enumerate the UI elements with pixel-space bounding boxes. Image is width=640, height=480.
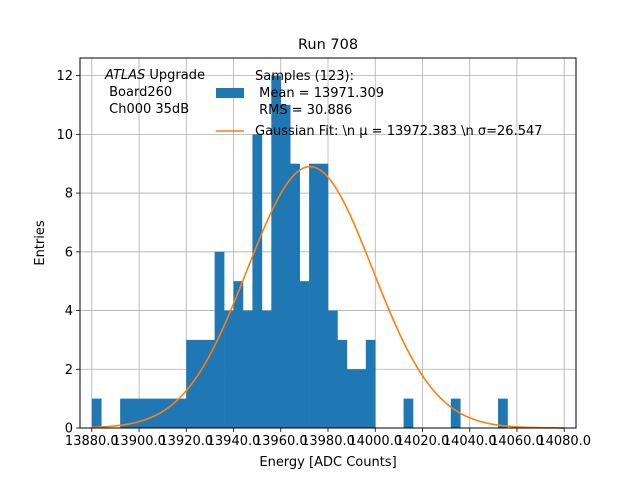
x-tick-label: 13960.0	[254, 434, 308, 449]
histogram-bar	[129, 398, 140, 428]
x-tick-label: 13900.0	[112, 434, 166, 449]
y-tick-label: 2	[65, 363, 73, 378]
histogram-bar	[167, 398, 178, 428]
histogram-bar	[290, 163, 300, 428]
histogram-bar	[157, 398, 168, 428]
histogram-bar	[328, 310, 338, 428]
legend-hist-label-1: Samples (123):	[255, 69, 354, 84]
histogram-bar	[252, 134, 263, 428]
histogram-bar	[176, 398, 187, 428]
x-tick-label: 13880.0	[65, 434, 119, 449]
x-axis-ticks: 13880.013900.013920.013940.013960.013980…	[65, 428, 591, 449]
histogram-bar	[195, 339, 206, 428]
histogram-bar	[205, 339, 215, 428]
legend: Samples (123): Mean = 13971.309 RMS = 30…	[216, 69, 543, 139]
histogram-bar	[271, 75, 282, 428]
histogram-bar	[224, 310, 234, 428]
histogram-bar	[261, 310, 272, 428]
x-axis-label: Energy [ADC Counts]	[259, 455, 396, 470]
annotation-line-1: ATLAS Upgrade	[104, 68, 205, 83]
histogram-bar	[346, 369, 357, 428]
annotation-line-3: Ch000 35dB	[105, 102, 189, 117]
x-tick-label: 14020.0	[396, 434, 450, 449]
x-tick-label: 13920.0	[159, 434, 213, 449]
histogram-bar	[356, 369, 367, 428]
histogram-bar	[309, 163, 319, 428]
annotation-line-2: Board260	[105, 85, 172, 100]
histogram-bar	[280, 104, 291, 428]
x-tick-label: 14000.0	[348, 434, 402, 449]
legend-hist-swatch	[216, 88, 244, 98]
gaussian-fit-curve	[91, 165, 565, 429]
histogram-bar	[450, 398, 461, 428]
y-tick-label: 6	[65, 245, 73, 260]
histogram-bar	[242, 310, 253, 428]
x-tick-label: 14040.0	[443, 434, 497, 449]
y-tick-label: 4	[65, 304, 73, 319]
histogram-bar	[403, 398, 414, 428]
legend-fit-label: Gaussian Fit: \n μ = 13972.383 \n σ=26.5…	[255, 124, 543, 139]
x-tick-label: 14080.0	[537, 434, 591, 449]
annotation-upgrade: Upgrade	[145, 68, 205, 83]
atlas-annotation: ATLAS Upgrade Board260 Ch000 35dB	[104, 68, 205, 117]
y-axis-label: Entries	[33, 220, 48, 266]
annotation-atlas: ATLAS	[104, 68, 145, 83]
histogram-bar	[233, 281, 244, 428]
y-tick-label: 0	[65, 422, 73, 437]
histogram-bar	[91, 398, 102, 428]
chart-title: Run 708	[298, 37, 358, 53]
y-tick-label: 8	[65, 187, 73, 202]
y-axis-ticks: 0 2 4 6 8 10 12	[56, 69, 80, 437]
histogram-bar	[318, 163, 329, 428]
legend-hist-label-2: Mean = 13971.309	[255, 86, 384, 101]
histogram-bar	[214, 251, 225, 428]
histogram-bars	[91, 75, 508, 428]
legend-hist-label-3: RMS = 30.886	[255, 103, 352, 118]
y-tick-label: 12	[56, 69, 73, 84]
histogram-bar	[148, 398, 159, 428]
histogram-bar	[139, 398, 149, 428]
histogram-bar	[498, 398, 508, 428]
histogram-bar	[120, 398, 130, 428]
x-tick-label: 13980.0	[301, 434, 355, 449]
histogram-bar	[299, 281, 310, 428]
histogram-bar	[337, 339, 348, 428]
histogram-bar	[365, 339, 376, 428]
x-tick-label: 14060.0	[490, 434, 544, 449]
x-tick-label: 13940.0	[207, 434, 261, 449]
y-tick-label: 10	[56, 128, 73, 143]
